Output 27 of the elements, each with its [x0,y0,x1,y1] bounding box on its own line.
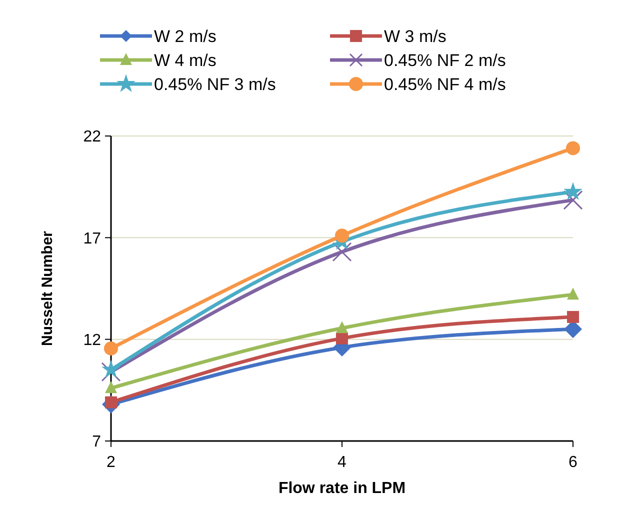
point [105,381,117,394]
point [102,360,120,378]
point [567,288,579,300]
point [336,332,348,344]
x-tick-label: 2 [106,454,116,471]
point [332,242,352,262]
legend-label: W 3 m/s [384,26,446,46]
point [335,228,349,243]
y-tick-label: 12 [83,332,102,349]
y-tick-label: 17 [83,230,102,248]
y-tick-label: 22 [83,128,102,146]
legend-label: W 4 m/s [154,50,216,70]
x-axis-title: Flow rate in LPM [278,480,406,497]
point [564,182,582,200]
y-axis-title: Nusselt Number [39,230,56,346]
point [104,341,118,356]
x-tick-label: 6 [568,454,578,471]
legend-label: 0.45% NF 4 m/s [384,74,506,94]
point [336,321,348,334]
point [567,310,579,323]
legend-label: 0.45% NF 3 m/s [154,74,276,94]
legend-label: 0.45% NF 2 m/s [384,50,506,70]
y-tick-label: 7 [92,434,102,451]
legend-label: W 2 m/s [154,26,216,46]
point [563,190,583,210]
point [566,141,580,156]
x-tick-label: 4 [338,454,347,471]
